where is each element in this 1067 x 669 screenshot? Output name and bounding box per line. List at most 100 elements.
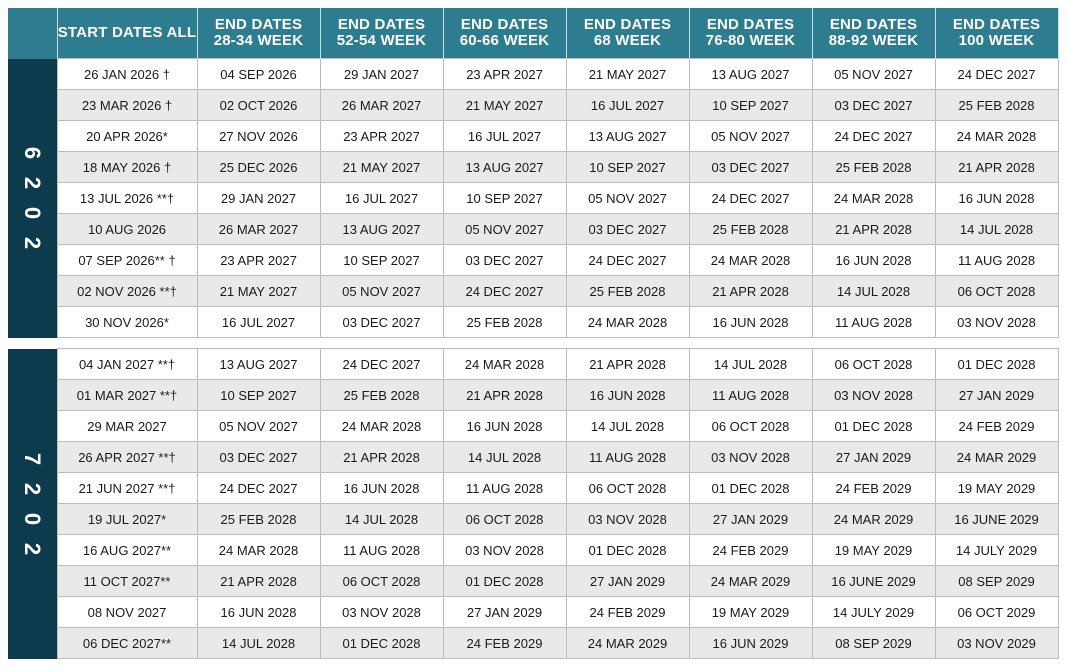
- table-row: 02 NOV 2026 **† 21 MAY 2027 05 NOV 2027 24 …: [8, 275, 1059, 307]
- section-gap-cell: [8, 337, 1058, 349]
- end-date-cell: 27 JAN 2029: [565, 565, 690, 597]
- end-date-cell: 03 DEC 2027: [319, 306, 444, 338]
- end-date-cell: 01 DEC 2028: [319, 627, 444, 659]
- year-digit: 2: [20, 176, 46, 190]
- year-label: 7 2 0 2: [8, 348, 57, 659]
- header-end-col: END DATES 88-92 WEEK: [812, 8, 936, 59]
- start-date-cell: 21 JUN 2027 **†: [56, 472, 198, 504]
- year-label: 6 2 0 2: [8, 58, 57, 338]
- end-date-cell: 03 DEC 2027: [565, 213, 690, 245]
- end-date-cell: 24 DEC 2027: [811, 120, 936, 152]
- year-digit: 0: [20, 512, 46, 525]
- table-row: 29 MAR 2027 05 NOV 2027 24 MAR 2028 16 JUN …: [8, 410, 1059, 442]
- end-date-cell: 14 JUL 2028: [442, 441, 567, 473]
- start-date-cell: 19 JUL 2027*: [56, 503, 198, 535]
- end-date-cell: 23 APR 2027: [319, 120, 444, 152]
- end-date-cell: 24 MAR 2029: [688, 565, 813, 597]
- end-date-cell: 03 NOV 2029: [934, 627, 1059, 659]
- end-date-cell: 05 NOV 2027: [196, 410, 321, 442]
- end-date-cell: 21 APR 2028: [688, 275, 813, 307]
- end-date-cell: 23 APR 2027: [196, 244, 321, 276]
- header-end-col: END DATES 52-54 WEEK: [320, 8, 444, 59]
- table-row: 07 SEP 2026** † 23 APR 2027 10 SEP 2027 03 …: [8, 244, 1059, 276]
- start-date-cell: 20 APR 2026*: [56, 120, 198, 152]
- end-date-cell: 01 DEC 2028: [934, 348, 1059, 380]
- table-row: 13 JUL 2026 **† 29 JAN 2027 16 JUL 2027 10 …: [8, 182, 1059, 214]
- start-date-cell: 29 MAR 2027: [56, 410, 198, 442]
- header-row: START DATES ALL END DATES 28-34 WEEK END …: [8, 8, 1059, 59]
- end-date-cell: 16 JUN 2028: [196, 596, 321, 628]
- header-start-dates: START DATES ALL: [57, 8, 198, 59]
- end-date-cell: 24 MAR 2028: [688, 244, 813, 276]
- start-date-cell: 02 NOV 2026 **†: [56, 275, 198, 307]
- end-date-cell: 11 AUG 2028: [934, 244, 1059, 276]
- end-date-cell: 21 MAY 2027: [442, 89, 567, 121]
- end-date-cell: 27 JAN 2029: [688, 503, 813, 535]
- year-digit: 0: [20, 206, 46, 220]
- end-date-cell: 06 OCT 2028: [934, 275, 1059, 307]
- end-date-cell: 11 AUG 2028: [565, 441, 690, 473]
- end-date-cell: 21 APR 2028: [319, 441, 444, 473]
- end-date-cell: 25 FEB 2028: [811, 151, 936, 183]
- end-date-cell: 16 JUN 2028: [934, 182, 1059, 214]
- end-date-cell: 27 JAN 2029: [442, 596, 567, 628]
- end-date-cell: 10 SEP 2027: [688, 89, 813, 121]
- end-date-cell: 11 AUG 2028: [442, 472, 567, 504]
- end-date-cell: 16 JUN 2028: [688, 306, 813, 338]
- end-date-cell: 25 FEB 2028: [442, 306, 567, 338]
- end-date-cell: 10 SEP 2027: [319, 244, 444, 276]
- end-date-cell: 24 MAR 2028: [565, 306, 690, 338]
- table-row: 6 2 0 2 26 JAN 2026 † 04 SEP 2026 29 JAN 2027 2…: [8, 58, 1059, 338]
- end-date-cell: 24 FEB 2029: [442, 627, 567, 659]
- end-date-cell: 26 MAR 2027: [196, 213, 321, 245]
- end-date-cell: 24 MAR 2029: [934, 441, 1059, 473]
- start-date-cell: 16 AUG 2027**: [56, 534, 198, 566]
- year-digit: 2: [20, 482, 46, 495]
- end-date-cell: 03 NOV 2028: [319, 596, 444, 628]
- end-date-cell: 25 DEC 2026: [196, 151, 321, 183]
- end-date-cell: 16 JUNE 2029: [811, 565, 936, 597]
- start-date-cell: 04 JAN 2027 **†: [56, 348, 198, 380]
- end-date-cell: 03 DEC 2027: [196, 441, 321, 473]
- end-date-cell: 29 JAN 2027: [319, 58, 444, 90]
- end-date-cell: 06 OCT 2028: [811, 348, 936, 380]
- end-date-cell: 24 MAR 2029: [811, 503, 936, 535]
- table-row: 08 NOV 2027 16 JUN 2028 03 NOV 2028 27 JAN …: [8, 596, 1059, 628]
- end-date-cell: 14 JULY 2029: [934, 534, 1059, 566]
- table-row: 06 DEC 2027** 14 JUL 2028 01 DEC 2028 24 FE…: [8, 627, 1059, 659]
- table-row: 21 JUN 2027 **† 24 DEC 2027 16 JUN 2028 11 …: [8, 472, 1059, 504]
- table-row: 10 AUG 2026 26 MAR 2027 13 AUG 2027 05 NOV …: [8, 213, 1059, 245]
- end-date-cell: 27 NOV 2026: [196, 120, 321, 152]
- end-date-cell: 10 SEP 2027: [196, 379, 321, 411]
- end-date-cell: 24 MAR 2028: [442, 348, 567, 380]
- end-date-cell: 02 OCT 2026: [196, 89, 321, 121]
- start-date-cell: 10 AUG 2026: [56, 213, 198, 245]
- header-end-col: END DATES 68 WEEK: [566, 8, 690, 59]
- end-date-cell: 27 JAN 2029: [811, 441, 936, 473]
- start-date-cell: 23 MAR 2026 †: [56, 89, 198, 121]
- end-date-cell: 05 NOV 2027: [811, 58, 936, 90]
- end-date-cell: 16 JUN 2028: [442, 410, 567, 442]
- end-date-cell: 03 NOV 2028: [934, 306, 1059, 338]
- end-date-cell: 21 APR 2028: [811, 213, 936, 245]
- end-date-cell: 27 JAN 2029: [934, 379, 1059, 411]
- end-date-cell: 19 MAY 2029: [688, 596, 813, 628]
- end-date-cell: 24 MAR 2028: [196, 534, 321, 566]
- table-row: 18 MAY 2026 † 25 DEC 2026 21 MAY 2027 13 AU…: [8, 151, 1059, 183]
- table-row: 19 JUL 2027* 25 FEB 2028 14 JUL 2028 06 OCT…: [8, 503, 1059, 535]
- end-date-cell: 05 NOV 2027: [688, 120, 813, 152]
- end-date-cell: 24 DEC 2027: [934, 58, 1059, 90]
- end-date-cell: 13 AUG 2027: [319, 213, 444, 245]
- end-date-cell: 14 JUL 2028: [319, 503, 444, 535]
- end-date-cell: 03 NOV 2028: [442, 534, 567, 566]
- end-date-cell: 24 MAR 2028: [811, 182, 936, 214]
- header-end-col: END DATES 60-66 WEEK: [443, 8, 567, 59]
- year-digits: 7 2 0 2: [8, 444, 57, 564]
- end-date-cell: 05 NOV 2027: [565, 182, 690, 214]
- end-date-cell: 24 DEC 2027: [196, 472, 321, 504]
- start-date-cell: 26 APR 2027 **†: [56, 441, 198, 473]
- end-date-cell: 11 AUG 2028: [688, 379, 813, 411]
- end-date-cell: 14 JUL 2028: [688, 348, 813, 380]
- year-digit: 2: [20, 236, 46, 250]
- end-date-cell: 13 AUG 2027: [565, 120, 690, 152]
